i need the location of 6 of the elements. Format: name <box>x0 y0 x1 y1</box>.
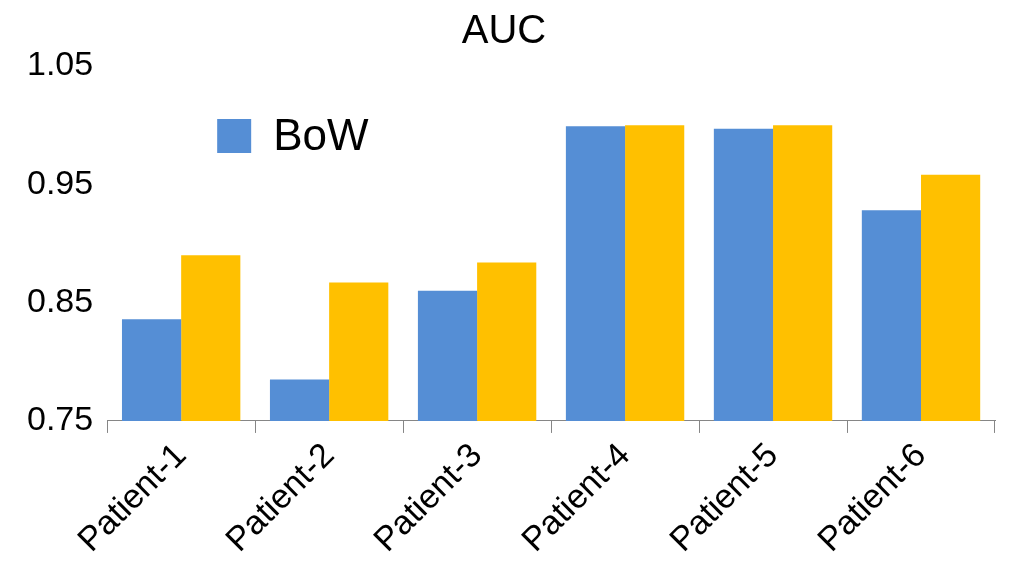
y-tick-label: 0.85 <box>26 280 94 319</box>
y-tick-label: 1.05 <box>26 44 94 83</box>
y-tick-label: 0.75 <box>26 399 94 438</box>
legend-label: BoW <box>273 110 369 160</box>
y-tick-label: 0.95 <box>26 162 94 201</box>
chart-title: AUC <box>461 7 547 52</box>
